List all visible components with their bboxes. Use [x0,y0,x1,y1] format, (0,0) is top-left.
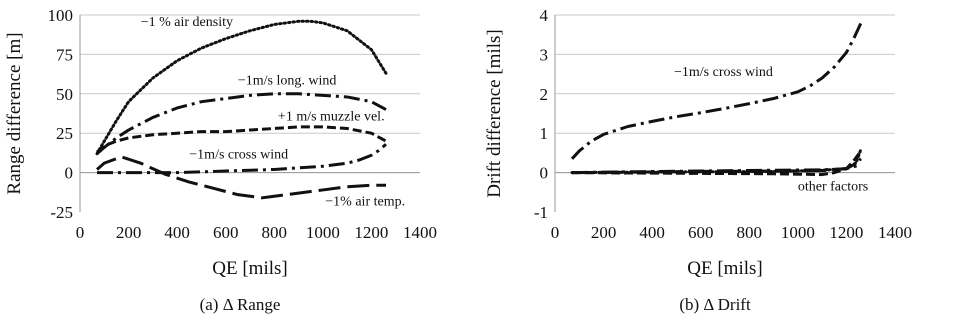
x-tick-label: 1000 [306,223,340,242]
series-annotation: −1% air temp. [325,195,405,210]
x-axis-title: QE [mils] [687,258,762,279]
y-tick-label: 1 [540,124,549,143]
y-tick-label: 25 [56,124,73,143]
y-tick-label: 0 [540,164,549,183]
x-tick-label: 1200 [829,223,863,242]
series-annotation: other factors [798,179,868,194]
y-tick-label: 100 [48,6,74,25]
series-annotation: −1m/s cross wind [674,65,773,80]
series-line-4 [96,155,386,200]
y-tick-label: 0 [65,164,74,183]
y-tick-label: 50 [56,85,73,104]
series-line-0 [95,19,388,156]
chart-caption: (b) Δ Drift [679,295,751,314]
x-tick-label: 1400 [878,223,912,242]
y-axis-title: Range difference [m] [4,32,25,194]
y-tick-label: -25 [50,203,73,222]
y-tick-label: 4 [540,6,549,25]
x-tick-label: 400 [639,223,665,242]
y-tick-label: 75 [56,45,73,64]
x-tick-label: 800 [737,223,763,242]
series-line-1 [96,92,387,155]
y-tick-label: 3 [540,45,549,64]
series-annotation: −1 % air density [141,15,233,30]
x-tick-label: 200 [116,223,142,242]
series-line-2 [96,125,387,154]
x-tick-label: 1400 [403,223,437,242]
x-tick-label: 1200 [354,223,388,242]
series-line-4 [571,163,862,175]
x-tick-label: 400 [164,223,190,242]
series-annotation: −1m/s long. wind [238,73,337,88]
series-line-0 [570,22,863,160]
x-tick-label: 200 [591,223,617,242]
chart-caption: (a) Δ Range [200,295,281,314]
x-tick-label: 600 [688,223,714,242]
y-tick-label: -1 [534,203,548,222]
x-tick-label: 600 [213,223,239,242]
x-axis-title: QE [mils] [212,258,287,279]
series-annotation: −1m/s cross wind [189,147,288,162]
y-tick-label: 2 [540,85,549,104]
x-tick-label: 0 [551,223,560,242]
y-axis-title: Drift difference [mils] [484,29,505,197]
series-annotation: +1 m/s muzzle vel. [278,110,385,125]
x-tick-label: 1000 [781,223,815,242]
x-tick-label: 0 [76,223,85,242]
x-tick-label: 800 [262,223,288,242]
